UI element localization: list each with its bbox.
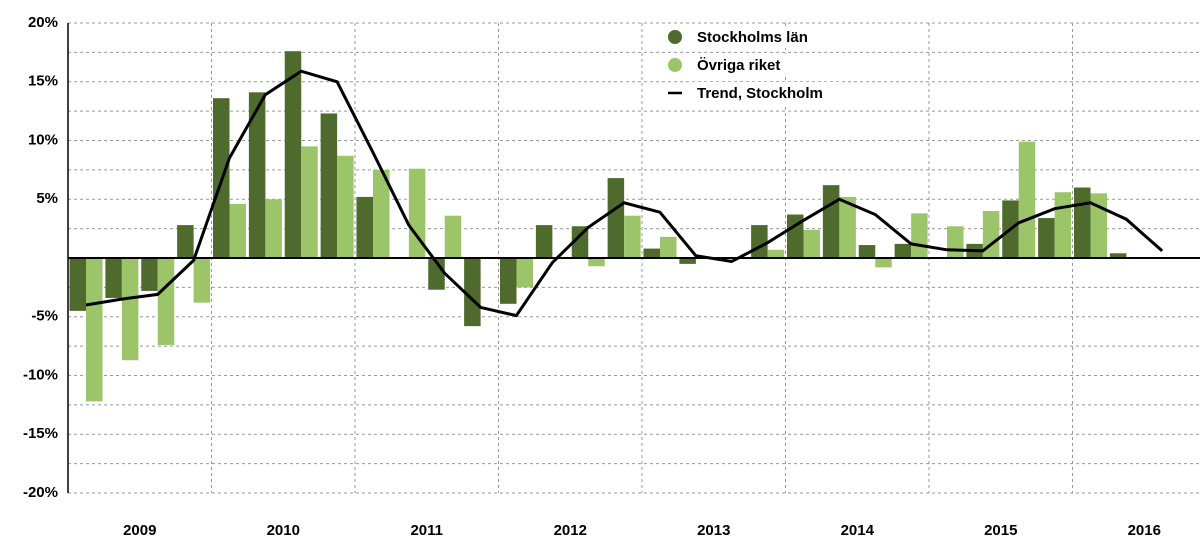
bar: [643, 248, 660, 258]
bar: [69, 258, 86, 311]
x-tick-label: 2014: [841, 522, 875, 539]
bar: [229, 203, 246, 258]
x-tick-label: 2016: [1128, 522, 1161, 539]
bar: [767, 249, 785, 258]
bar: [787, 214, 804, 258]
bar: [624, 215, 641, 258]
bar: [408, 168, 426, 258]
y-tick-label: 20%: [28, 14, 58, 31]
legend-label: Stockholms län: [697, 29, 808, 46]
bar: [105, 258, 122, 298]
bar: [571, 226, 589, 258]
y-tick-label: -15%: [23, 425, 58, 442]
bar: [839, 196, 856, 258]
bar: [356, 196, 373, 258]
bar: [588, 258, 605, 267]
legend-swatch: [668, 30, 682, 44]
bar: [911, 213, 928, 258]
bar: [86, 258, 103, 402]
bar: [803, 229, 820, 258]
bar: [284, 51, 302, 259]
bar: [875, 258, 892, 268]
bar: [337, 155, 354, 258]
bar: [121, 258, 139, 361]
legend-label: Trend, Stockholm: [697, 85, 823, 102]
bar: [660, 236, 677, 258]
y-tick-label: -10%: [23, 366, 58, 383]
bar: [607, 178, 625, 258]
bar: [751, 225, 768, 258]
legend-bg: [691, 54, 804, 76]
bar: [265, 199, 282, 258]
bar: [177, 225, 194, 258]
bar: [464, 258, 481, 327]
bar: [535, 225, 553, 258]
bar: [1054, 192, 1072, 258]
bar: [373, 169, 390, 258]
x-tick-label: 2015: [984, 522, 1017, 539]
trend-line: [85, 69, 1164, 318]
x-tick-label: 2010: [267, 522, 300, 539]
bar: [894, 243, 912, 258]
bar: [141, 258, 158, 291]
bar: [982, 211, 1000, 258]
x-tick-label: 2009: [123, 522, 156, 539]
x-tick-label: 2012: [554, 522, 587, 539]
bar: [320, 113, 338, 258]
bar: [301, 146, 318, 258]
x-tick-label: 2011: [410, 522, 443, 539]
y-tick-label: -5%: [31, 308, 58, 325]
bar: [822, 185, 840, 258]
legend-swatch: [668, 58, 682, 72]
bar: [444, 215, 462, 258]
y-tick-label: 5%: [36, 190, 58, 207]
y-tick-label: -20%: [23, 484, 58, 501]
legend-bg: [691, 82, 842, 104]
bar: [1109, 253, 1127, 258]
bar: [500, 258, 517, 304]
y-tick-label: 15%: [28, 73, 58, 90]
legend-bg: [691, 26, 823, 48]
bar: [947, 226, 964, 258]
bar: [679, 258, 696, 264]
x-tick-label: 2013: [697, 522, 730, 539]
y-tick-label: 10%: [28, 131, 58, 148]
bar: [193, 258, 211, 303]
bar: [248, 92, 266, 258]
bar: [1018, 141, 1036, 258]
bar: [157, 258, 175, 345]
bar: [1074, 187, 1091, 258]
legend-label: Övriga riket: [697, 57, 780, 74]
bar: [516, 258, 533, 288]
bar: [1038, 218, 1055, 258]
bar: [858, 245, 876, 258]
